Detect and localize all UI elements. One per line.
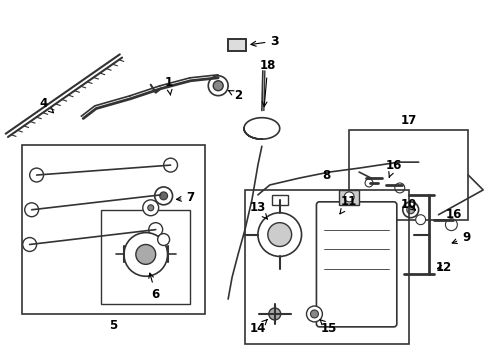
Circle shape: [30, 168, 43, 182]
Circle shape: [148, 223, 163, 237]
Text: 15: 15: [319, 319, 337, 336]
Bar: [244, 190, 408, 344]
Circle shape: [154, 187, 172, 205]
Text: 4: 4: [40, 97, 53, 113]
Text: 16: 16: [444, 208, 461, 221]
Text: 18: 18: [259, 59, 275, 107]
FancyBboxPatch shape: [316, 202, 396, 327]
Circle shape: [147, 205, 153, 211]
Bar: [339, 190, 358, 205]
Bar: [348, 130, 468, 220]
Circle shape: [406, 206, 414, 214]
Bar: [228, 39, 245, 51]
Text: 14: 14: [249, 319, 267, 336]
Circle shape: [415, 215, 425, 225]
Circle shape: [268, 308, 280, 320]
Circle shape: [163, 158, 177, 172]
Circle shape: [142, 200, 158, 216]
Text: 6: 6: [148, 273, 160, 301]
Bar: [21, 145, 205, 314]
Text: 9: 9: [451, 231, 469, 244]
Circle shape: [394, 183, 404, 193]
Bar: [101, 210, 190, 304]
Text: 16: 16: [385, 159, 401, 177]
Text: 8: 8: [322, 168, 330, 181]
Circle shape: [365, 179, 372, 187]
Circle shape: [257, 213, 301, 256]
Bar: [271, 195, 287, 205]
Text: 7: 7: [176, 192, 194, 204]
Text: 1: 1: [164, 76, 172, 95]
Text: 12: 12: [434, 261, 450, 274]
Circle shape: [267, 223, 291, 247]
Text: 11: 11: [339, 195, 357, 214]
Circle shape: [160, 192, 167, 200]
Text: 3: 3: [250, 35, 279, 48]
Circle shape: [213, 81, 223, 91]
Text: 10: 10: [400, 198, 416, 211]
Circle shape: [402, 202, 418, 218]
Circle shape: [310, 310, 318, 318]
Circle shape: [22, 238, 37, 251]
Circle shape: [25, 203, 39, 217]
Circle shape: [157, 234, 169, 246]
Text: 2: 2: [228, 89, 242, 102]
Circle shape: [445, 219, 456, 231]
Text: 5: 5: [109, 319, 118, 332]
Text: 13: 13: [249, 201, 267, 219]
Circle shape: [306, 306, 322, 322]
Circle shape: [136, 244, 155, 264]
Circle shape: [123, 233, 167, 276]
Circle shape: [208, 76, 228, 96]
Circle shape: [344, 192, 353, 202]
Text: 17: 17: [400, 114, 416, 127]
